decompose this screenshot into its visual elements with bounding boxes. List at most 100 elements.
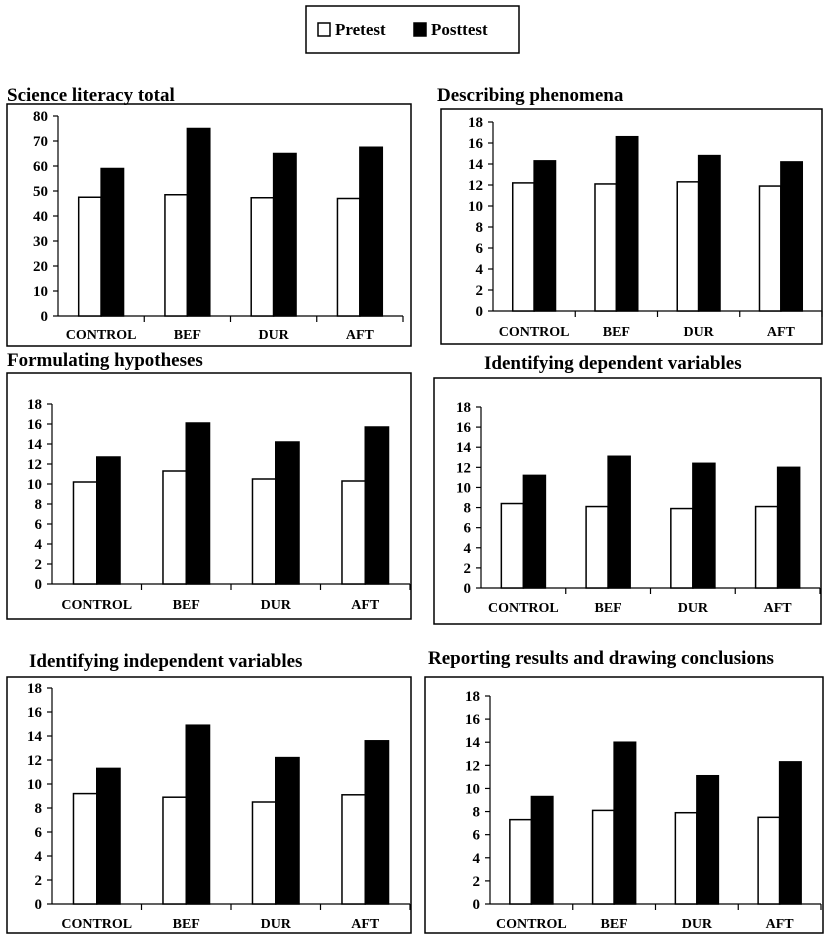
y-tick-label: 0 [35, 897, 43, 913]
chart-title-identifying-independent-variables: Identifying independent variables [29, 651, 302, 672]
y-tick-label: 4 [476, 262, 484, 278]
y-tick-label: 50 [33, 184, 48, 200]
y-tick-label: 2 [35, 873, 43, 889]
y-tick-label: 16 [465, 712, 481, 728]
y-tick-label: 16 [456, 420, 472, 436]
y-tick-label: 2 [473, 874, 481, 890]
y-tick-label: 60 [33, 159, 48, 175]
bar-posttest-control [522, 474, 547, 589]
chart-title-identifying-dependent-variables: Identifying dependent variables [484, 353, 742, 374]
bar-posttest-aft [364, 426, 390, 585]
x-category-label: DUR [683, 325, 714, 340]
bar-pretest-dur [676, 181, 700, 312]
bar-pretest-dur [670, 507, 694, 589]
x-category-label: DUR [682, 917, 713, 932]
bar-posttest-bef [613, 741, 637, 905]
y-tick-label: 2 [476, 283, 484, 299]
bar-pretest-aft [754, 505, 779, 589]
x-category-label: AFT [764, 601, 793, 616]
x-category-label: BEF [601, 917, 628, 932]
x-category-label: CONTROL [61, 598, 132, 613]
x-category-label: AFT [767, 325, 796, 340]
bar-posttest-aft [780, 161, 804, 312]
y-tick-label: 0 [476, 304, 484, 320]
y-tick-label: 8 [35, 497, 43, 513]
y-tick-label: 4 [35, 537, 43, 553]
bar-pretest-aft [758, 185, 782, 312]
x-category-label: BEF [173, 598, 200, 613]
bar-pretest-control [511, 182, 535, 312]
y-tick-label: 0 [473, 897, 481, 913]
y-tick-label: 16 [468, 136, 484, 152]
bar-posttest-aft [776, 466, 801, 589]
y-tick-label: 12 [465, 758, 480, 774]
bar-pretest-control [500, 502, 525, 589]
y-tick-label: 18 [27, 397, 42, 413]
x-category-label: AFT [766, 917, 795, 932]
y-tick-label: 8 [464, 501, 472, 517]
legend-swatch-pretest [317, 22, 331, 37]
x-category-label: DUR [261, 917, 292, 932]
x-category-label: BEF [173, 917, 200, 932]
x-category-label: DUR [258, 328, 289, 343]
y-tick-label: 10 [33, 284, 48, 300]
y-tick-label: 18 [465, 689, 480, 705]
bar-posttest-dur [272, 152, 297, 317]
y-tick-label: 8 [473, 805, 481, 821]
y-tick-label: 4 [464, 541, 472, 557]
x-category-label: AFT [346, 328, 375, 343]
y-tick-label: 2 [35, 557, 43, 573]
y-tick-label: 8 [35, 801, 43, 817]
bar-posttest-bef [185, 422, 211, 585]
x-category-label: CONTROL [488, 601, 559, 616]
y-tick-label: 70 [33, 134, 48, 150]
bar-pretest-dur [674, 811, 698, 905]
x-category-label: BEF [595, 601, 622, 616]
x-category-label: AFT [351, 598, 380, 613]
y-tick-label: 12 [27, 457, 42, 473]
y-tick-label: 0 [41, 309, 49, 325]
y-tick-label: 10 [27, 477, 42, 493]
bar-pretest-aft [341, 794, 367, 905]
legend-label-posttest: Posttest [431, 20, 488, 39]
y-tick-label: 2 [464, 561, 472, 577]
chart-identifying-dependent-variables: Identifying dependent variables 0 2 4 6 8 10 12… [433, 353, 822, 625]
bar-pretest-aft [336, 197, 361, 317]
y-tick-label: 12 [27, 753, 42, 769]
y-tick-label: 18 [27, 681, 42, 697]
bar-posttest-control [96, 456, 121, 585]
x-category-label: AFT [351, 917, 380, 932]
y-tick-label: 30 [33, 234, 48, 250]
y-tick-label: 12 [456, 460, 471, 476]
bar-posttest-bef [615, 135, 639, 312]
bar-posttest-dur [275, 756, 300, 905]
chart-title-science-literacy-total: Science literacy total [7, 85, 175, 106]
bar-posttest-dur [275, 441, 300, 585]
bar-pretest-control [77, 196, 102, 317]
y-tick-label: 16 [27, 417, 43, 433]
y-tick-label: 10 [465, 781, 480, 797]
bar-posttest-dur [697, 154, 721, 312]
bar-posttest-bef [186, 127, 211, 317]
chart-describing-phenomena: Describing phenomena 0 2 4 6 8 10 12 14 16 18 CONTR… [437, 85, 823, 345]
bar-pretest-bef [164, 194, 189, 317]
legend-swatch-posttest [413, 22, 427, 37]
y-tick-label: 4 [473, 851, 481, 867]
bar-pretest-bef [591, 809, 615, 905]
y-tick-label: 16 [27, 705, 43, 721]
bar-posttest-dur [696, 774, 720, 905]
y-tick-label: 14 [27, 729, 43, 745]
bar-posttest-control [533, 160, 557, 312]
y-tick-label: 18 [468, 115, 483, 131]
bar-posttest-control [96, 767, 121, 905]
y-tick-label: 6 [35, 825, 43, 841]
y-tick-label: 40 [33, 209, 48, 225]
bar-pretest-bef [594, 183, 618, 312]
x-category-label: BEF [174, 328, 201, 343]
bar-posttest-aft [364, 740, 390, 905]
bar-pretest-aft [757, 816, 781, 905]
bar-pretest-control [509, 818, 533, 905]
bar-posttest-control [530, 795, 554, 905]
chart-title-describing-phenomena: Describing phenomena [437, 85, 624, 106]
